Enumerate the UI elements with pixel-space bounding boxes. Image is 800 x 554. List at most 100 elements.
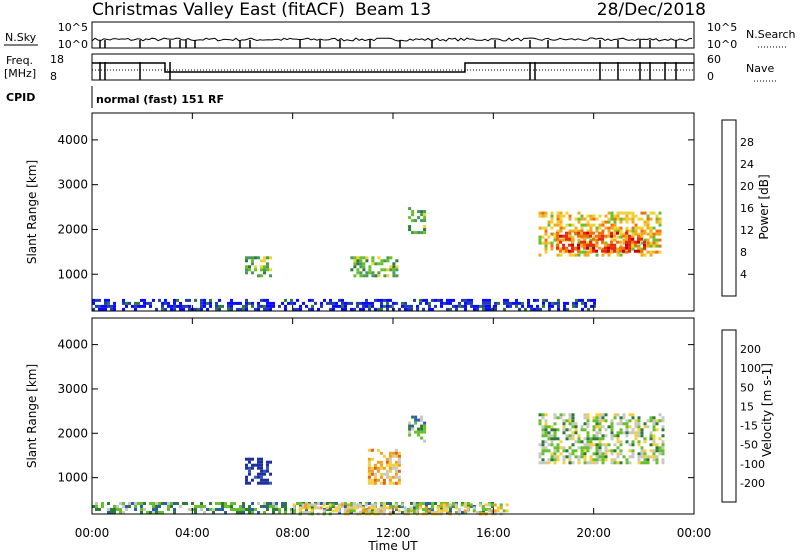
data-cell — [379, 475, 383, 479]
data-cell — [661, 425, 665, 429]
data-cell — [592, 416, 596, 420]
data-cell — [643, 425, 647, 429]
data-cell — [170, 505, 173, 508]
data-cell — [400, 503, 404, 507]
data-cell — [385, 475, 389, 479]
data-cell — [128, 502, 131, 505]
data-cell — [269, 301, 272, 305]
data-cell — [619, 229, 623, 233]
data-cell — [368, 268, 372, 272]
data-cell — [482, 301, 485, 305]
data-cell — [445, 503, 449, 507]
data-cell — [423, 210, 427, 214]
data-cell — [408, 228, 412, 232]
data-cell — [403, 506, 407, 510]
data-cell — [631, 232, 635, 236]
data-cell — [586, 425, 590, 429]
data-cell — [485, 307, 488, 311]
data-cell — [652, 232, 656, 236]
data-cell — [598, 452, 602, 456]
data-cell — [140, 505, 143, 508]
data-cell — [113, 505, 116, 508]
data-cell — [553, 461, 557, 465]
data-cell — [589, 226, 593, 230]
data-cell — [408, 225, 412, 229]
data-cell — [625, 434, 629, 438]
data-cell — [553, 422, 557, 426]
data-cell — [613, 232, 617, 236]
data-cell — [248, 511, 251, 514]
data-cell — [625, 229, 629, 233]
data-cell — [619, 249, 622, 253]
data-cell — [248, 469, 251, 473]
data-cell — [224, 505, 227, 508]
data-cell — [338, 298, 341, 302]
data-cell — [266, 481, 269, 485]
data-cell — [221, 508, 224, 511]
data-cell — [515, 301, 518, 305]
data-cell — [382, 478, 386, 482]
data-cell — [637, 240, 640, 244]
data-cell — [559, 413, 563, 417]
data-cell — [646, 238, 650, 242]
data-cell — [583, 246, 586, 250]
data-cell — [610, 231, 613, 235]
data-cell — [652, 425, 656, 429]
data-cell — [586, 229, 590, 233]
data-cell — [412, 509, 416, 513]
data-cell — [631, 413, 635, 417]
data-cell — [616, 431, 620, 435]
data-cell — [661, 416, 665, 420]
data-cell — [619, 232, 623, 236]
power-data — [91, 113, 695, 311]
data-cell — [143, 508, 146, 511]
data-cell — [335, 502, 338, 505]
data-cell — [655, 422, 659, 426]
data-cell — [652, 440, 656, 444]
data-cell — [631, 214, 635, 218]
data-cell — [230, 304, 233, 308]
data-cell — [562, 419, 566, 423]
data-cell — [458, 304, 461, 308]
data-cell — [98, 304, 101, 308]
data-cell — [559, 229, 563, 233]
data-cell — [490, 509, 494, 513]
data-cell — [575, 298, 578, 302]
data-cell — [652, 455, 656, 459]
data-cell — [373, 481, 377, 485]
data-cell — [152, 511, 155, 514]
data-cell — [658, 413, 662, 417]
data-cell — [269, 472, 272, 476]
data-cell — [302, 511, 305, 514]
data-cell — [610, 452, 614, 456]
data-cell — [428, 304, 431, 308]
data-cell — [308, 307, 311, 311]
data-cell — [538, 235, 542, 239]
data-cell — [586, 416, 590, 420]
data-cell — [311, 505, 314, 508]
data-cell — [577, 243, 580, 247]
data-cell — [559, 238, 563, 242]
data-cell — [619, 443, 623, 447]
data-cell — [661, 461, 665, 465]
data-cell — [619, 428, 623, 432]
data-cell — [470, 298, 473, 302]
data-cell — [589, 437, 593, 441]
data-cell — [649, 443, 653, 447]
data-cell — [640, 211, 644, 215]
data-cell — [134, 502, 137, 505]
data-cell — [376, 466, 380, 470]
data-cell — [515, 298, 518, 302]
data-cell — [631, 431, 635, 435]
data-cell — [394, 475, 398, 479]
data-cell — [634, 419, 638, 423]
data-cell — [634, 431, 638, 435]
data-cell — [634, 425, 638, 429]
data-cell — [254, 463, 257, 467]
data-cell — [541, 443, 545, 447]
data-cell — [298, 506, 302, 510]
data-cell — [589, 250, 593, 254]
data-cell — [625, 250, 629, 254]
data-cell — [275, 505, 278, 508]
data-cell — [494, 307, 497, 311]
